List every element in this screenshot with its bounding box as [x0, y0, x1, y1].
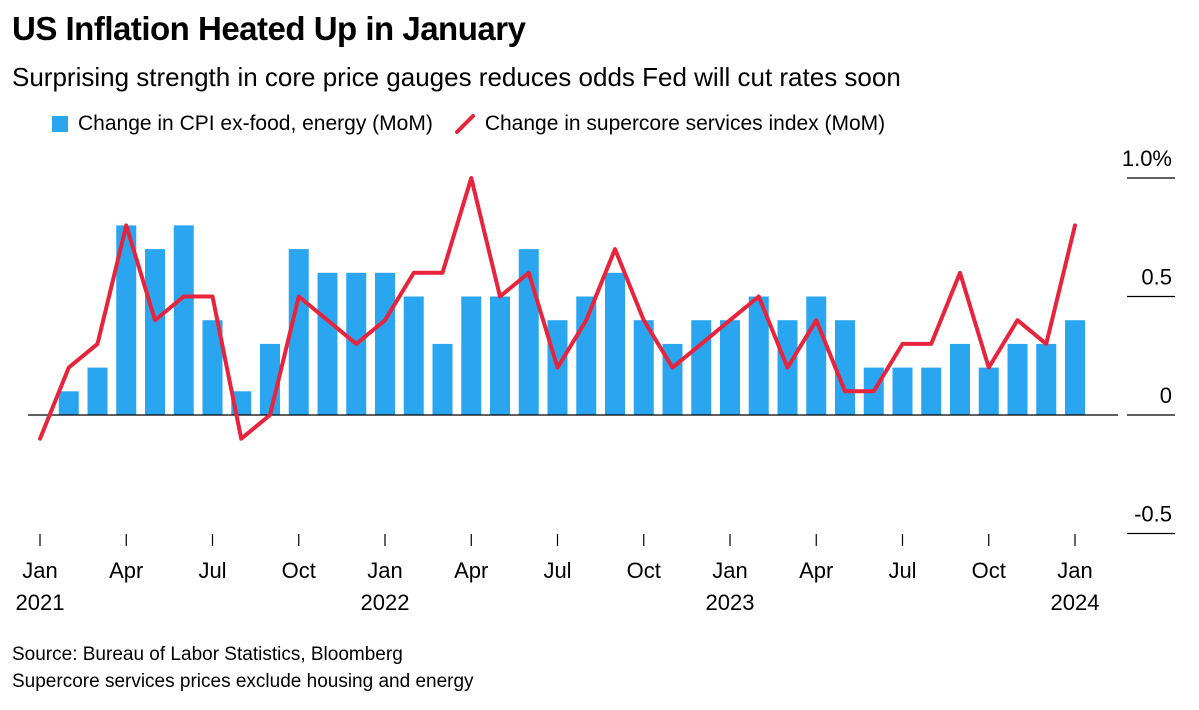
legend-line-swatch	[454, 114, 475, 134]
bar-cpi	[720, 320, 740, 415]
bar-cpi	[691, 320, 712, 415]
bar-cpi	[950, 343, 970, 415]
bar-cpi	[116, 225, 137, 415]
bar-cpi	[403, 296, 424, 415]
x-tick-label-year: 2024	[1051, 590, 1100, 615]
bar-cpi	[978, 367, 999, 415]
bar-cpi	[145, 249, 165, 415]
x-tick-label-month: Jan	[22, 558, 57, 583]
legend-label-supercore: Change in supercore services index (MoM)	[484, 112, 886, 135]
x-tick-label-month: Jan	[367, 558, 402, 583]
y-tick-label: 0.5	[1141, 265, 1172, 290]
x-tick-label-month: Oct	[282, 558, 316, 583]
bar-cpi	[576, 296, 597, 415]
line-supercore	[38, 176, 1077, 441]
legend-item-supercore: Change in supercore services index (MoM)	[454, 112, 886, 136]
x-tick-label-month: Jul	[888, 558, 916, 583]
x-tick-label-year: 2022	[361, 590, 410, 615]
legend-item-cpi: Change in CPI ex-food, energy (MoM)	[52, 112, 433, 136]
bar-cpi	[490, 296, 510, 415]
y-tick-label: -0.5	[1134, 502, 1172, 527]
x-tick-label-month: Jul	[198, 558, 226, 583]
chart-title: US Inflation Heated Up in January	[12, 10, 526, 47]
x-tick-label-month: Apr	[454, 558, 488, 583]
bar-cpi	[461, 296, 482, 415]
x-tick-label-year: 2023	[706, 590, 755, 615]
bar-cpi	[748, 296, 769, 415]
x-tick-label-month: Apr	[799, 558, 833, 583]
bar-cpi	[1036, 343, 1057, 415]
x-tick-label-month: Jan	[1057, 558, 1092, 583]
bar-cpi	[1065, 320, 1085, 415]
bar-cpi	[835, 320, 855, 415]
x-tick-label-year: 2021	[16, 590, 65, 615]
bar-cpi	[605, 272, 625, 415]
x-tick-label-month: Oct	[627, 558, 661, 583]
bar-cpi	[432, 343, 453, 415]
bar-cpi	[288, 249, 309, 415]
legend: Change in CPI ex-food, energy (MoM) Chan…	[52, 112, 907, 136]
bar-cpi	[317, 272, 338, 415]
bar-cpi	[87, 367, 108, 415]
y-tick-label: 1.0%	[1122, 146, 1172, 171]
footnote: Supercore services prices exclude housin…	[12, 671, 474, 692]
bar-cpi	[375, 272, 395, 415]
x-tick-label-month: Oct	[972, 558, 1006, 583]
x-tick-label-month: Jul	[543, 558, 571, 583]
x-tick-label-month: Apr	[109, 558, 143, 583]
source-note: Source: Bureau of Labor Statistics, Bloo…	[12, 644, 403, 665]
legend-bar-swatch	[52, 116, 68, 132]
bar-cpi	[633, 320, 654, 415]
chart-subtitle: Surprising strength in core price gauges…	[12, 62, 901, 92]
bar-cpi	[892, 367, 913, 415]
bar-cpi	[921, 367, 942, 415]
bar-cpi	[202, 320, 223, 415]
y-tick-label: 0	[1160, 383, 1172, 408]
bar-cpi	[806, 296, 827, 415]
legend-label-cpi: Change in CPI ex-food, energy (MoM)	[78, 112, 433, 135]
bar-cpi	[173, 225, 194, 415]
x-tick-label-month: Jan	[712, 558, 747, 583]
bar-cpi	[58, 391, 79, 415]
bar-cpi	[1007, 343, 1028, 415]
